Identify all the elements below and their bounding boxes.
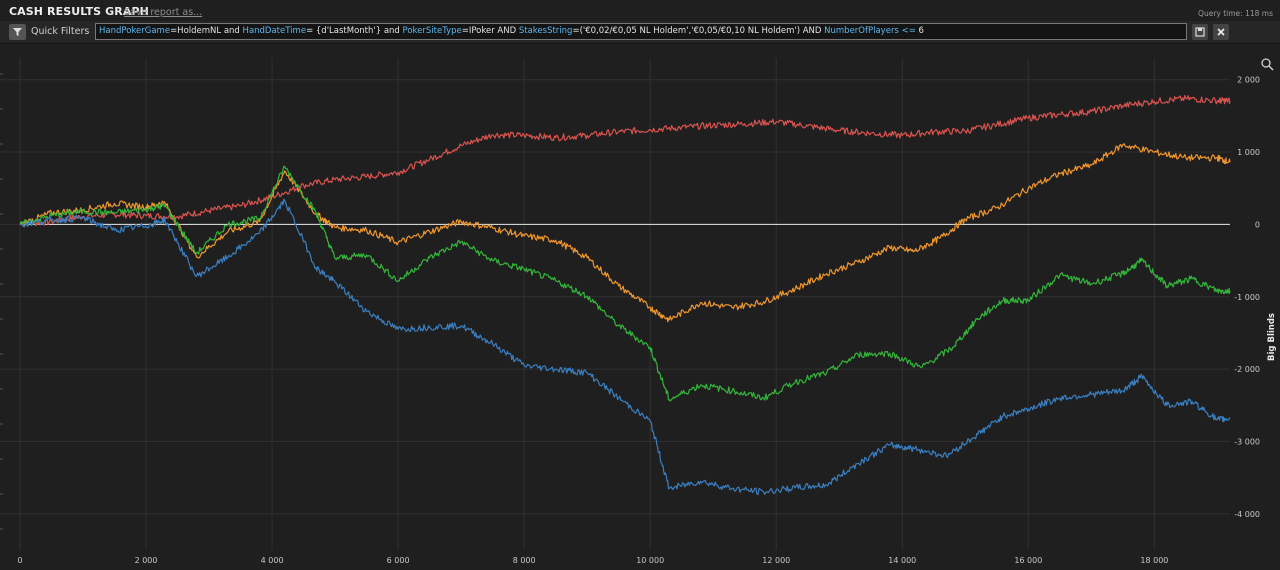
y-tick-label: 1 000 xyxy=(1237,148,1260,157)
save-icon[interactable] xyxy=(1192,24,1208,40)
x-tick-label: 10 000 xyxy=(636,556,664,565)
query-keyword: NumberOfPlayers xyxy=(824,26,899,36)
filter-query-input[interactable]: HandPokerGame=HoldemNL and HandDateTime=… xyxy=(95,23,1187,40)
quick-filters-label: Quick Filters xyxy=(31,26,90,37)
query-keyword: HandPokerGame xyxy=(99,26,171,36)
query-time: Query time: 118 ms xyxy=(1198,9,1273,18)
zoom-icon[interactable] xyxy=(1261,58,1274,71)
y-tick-label: 0 xyxy=(1255,220,1260,229)
query-text: =IPoker AND xyxy=(461,26,519,36)
series-line-3 xyxy=(19,165,1231,402)
x-tick-label: 12 000 xyxy=(762,556,790,565)
y-tick-label: -4 000 xyxy=(1234,510,1260,519)
x-tick-label: 14 000 xyxy=(888,556,916,565)
x-tick-label: 18 000 xyxy=(1140,556,1168,565)
x-tick-label: 0 xyxy=(17,556,22,565)
filter-icon[interactable] xyxy=(9,24,26,40)
query-text: = {d'LastMonth'} and xyxy=(306,26,403,36)
query-text: =HoldemNL and xyxy=(170,26,243,36)
series-line-2 xyxy=(19,143,1231,323)
x-tick-label: 16 000 xyxy=(1014,556,1042,565)
close-icon[interactable] xyxy=(1213,24,1229,40)
series-line-4 xyxy=(19,198,1231,495)
query-keyword: PokerSiteType xyxy=(402,26,462,36)
y-tick-label: -3 000 xyxy=(1234,437,1260,446)
results-chart: 0 2 000 4 000 6 000 8 000 10 000 12 000 14 000 1… xyxy=(0,44,1280,570)
y-axis-title: Big Blinds xyxy=(1267,313,1277,361)
y-tick-label: -2 000 xyxy=(1234,365,1260,374)
y-tick-label: 2 000 xyxy=(1237,76,1260,85)
report-header: CASH RESULTS GRAPH Save report as... Que… xyxy=(0,0,1280,21)
x-tick-label: 2 000 xyxy=(135,556,158,565)
query-text: 6 xyxy=(918,26,924,36)
quick-filter-bar: Quick Filters HandPokerGame=HoldemNL and… xyxy=(0,21,1280,44)
x-tick-label: 6 000 xyxy=(387,556,410,565)
save-report-link[interactable]: Save report as... xyxy=(124,7,203,18)
query-keyword: HandDateTime xyxy=(242,26,307,36)
x-tick-label: 8 000 xyxy=(513,556,536,565)
y-tick-label: -1 000 xyxy=(1234,293,1260,302)
report-title: CASH RESULTS GRAPH xyxy=(9,5,149,18)
results-chart-svg: 0 2 000 4 000 6 000 8 000 10 000 12 000 14 000 1… xyxy=(0,58,1277,565)
series-line-1 xyxy=(20,94,1231,228)
x-tick-label: 4 000 xyxy=(261,556,284,565)
query-keyword: StakesString xyxy=(518,26,573,36)
query-text: =('€0,02/€0,05 NL Holdem','€0,05/€0,10 N… xyxy=(572,26,825,36)
query-keyword: <= xyxy=(898,26,919,36)
